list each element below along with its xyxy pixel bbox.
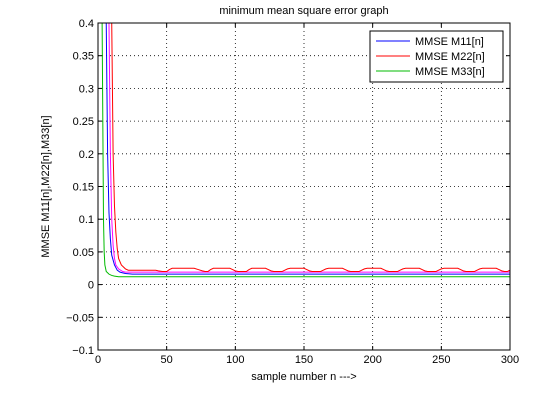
x-axis-label: sample number n ---> bbox=[251, 371, 356, 383]
x-tick-label: 50 bbox=[161, 354, 173, 366]
legend: MMSE M11[n] MMSE M22[n] MMSE M33[n] bbox=[369, 30, 504, 83]
series-line-4 bbox=[108, 23, 510, 273]
y-axis-label: MMSE M11[n],M22[n],M33[n] bbox=[40, 115, 52, 257]
y-tick-label: 0.4 bbox=[79, 18, 94, 30]
y-tick-label: 0 bbox=[88, 280, 94, 292]
legend-label: MMSE M22[n] bbox=[415, 51, 485, 63]
y-tick-label: 0.15 bbox=[73, 182, 94, 194]
grid bbox=[98, 23, 510, 350]
legend-label: MMSE M11[n] bbox=[415, 36, 484, 48]
series-line-3 bbox=[100, 23, 510, 278]
legend-label: MMSE M33[n] bbox=[415, 66, 485, 78]
y-tick-label: 0.3 bbox=[79, 83, 94, 95]
y-tick-label: 0.1 bbox=[79, 214, 94, 226]
series-line-1 bbox=[105, 23, 510, 275]
y-tick-label: −0.1 bbox=[72, 345, 94, 357]
y-tick-label: 0.05 bbox=[73, 247, 94, 259]
y-tick-label: 0.2 bbox=[79, 149, 94, 161]
x-tick-label: 150 bbox=[295, 354, 313, 366]
series-line-2 bbox=[111, 23, 510, 273]
y-tick-label: 0.35 bbox=[73, 51, 94, 63]
x-tick-label: 100 bbox=[226, 354, 244, 366]
x-tick-label: 250 bbox=[432, 354, 450, 366]
chart-title: minimum mean square error graph bbox=[219, 5, 388, 17]
x-tick-label: 300 bbox=[501, 354, 519, 366]
y-tick-label: −0.05 bbox=[66, 312, 94, 324]
y-tick-label: 0.25 bbox=[73, 116, 94, 128]
x-tick-label: 200 bbox=[363, 354, 381, 366]
series-layer bbox=[100, 23, 510, 278]
x-tick-label: 0 bbox=[95, 354, 101, 366]
ticks: 0 50 100 150 200 250 300 −0.1 −0.05 0 0.05 0.1 0.15 0… bbox=[66, 18, 519, 366]
